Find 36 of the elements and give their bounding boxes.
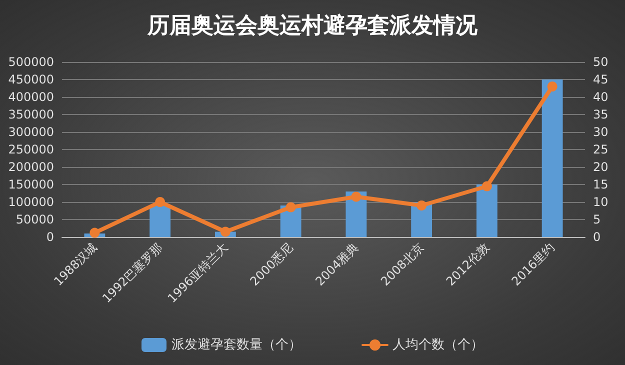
y-tick-label: 0 bbox=[46, 230, 54, 244]
y-tick-label: 350000 bbox=[8, 108, 54, 122]
point bbox=[351, 192, 362, 202]
point bbox=[90, 228, 100, 238]
legend-label: 人均个数（个） bbox=[392, 338, 484, 352]
y-tick-label: 300000 bbox=[8, 125, 54, 139]
y-tick-label: 50000 bbox=[16, 212, 54, 226]
y2-tick-label: 20 bbox=[593, 160, 608, 174]
bar bbox=[476, 184, 498, 237]
y-tick-label: 100000 bbox=[8, 195, 54, 209]
point bbox=[155, 197, 166, 207]
y2-tick-label: 40 bbox=[593, 90, 608, 104]
point bbox=[547, 82, 558, 92]
point bbox=[286, 202, 296, 212]
y2-tick-label: 35 bbox=[593, 108, 608, 122]
y2-tick-label: 5 bbox=[593, 212, 601, 226]
y-tick-label: 150000 bbox=[8, 178, 54, 192]
legend-label: 派发避孕套数量（个） bbox=[172, 338, 302, 352]
y-tick-label: 450000 bbox=[8, 72, 54, 86]
y2-tick-label: 25 bbox=[593, 142, 608, 156]
bar bbox=[150, 206, 171, 237]
y-tick-label: 500000 bbox=[8, 55, 54, 69]
bar bbox=[542, 80, 563, 237]
point bbox=[482, 181, 492, 192]
y2-tick-label: 15 bbox=[593, 178, 608, 192]
point bbox=[220, 226, 230, 237]
chart-title: 历届奥运会奥运村避孕套派发情况 bbox=[146, 14, 478, 38]
y2-tick-label: 45 bbox=[593, 72, 608, 86]
y-tick-label: 200000 bbox=[8, 160, 54, 174]
y-tick-label: 250000 bbox=[8, 142, 54, 156]
point bbox=[416, 200, 427, 210]
y2-tick-label: 10 bbox=[593, 195, 608, 209]
y2-tick-label: 30 bbox=[593, 125, 608, 139]
y2-tick-label: 0 bbox=[593, 230, 601, 244]
y-tick-label: 400000 bbox=[8, 90, 54, 104]
y2-tick-label: 50 bbox=[593, 55, 608, 69]
